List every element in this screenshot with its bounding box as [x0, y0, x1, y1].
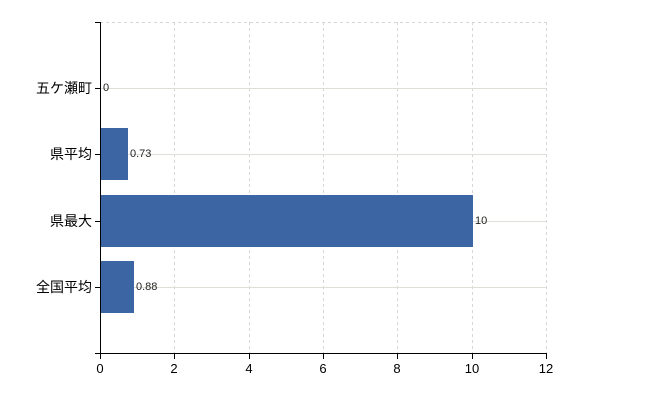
y-axis-top-tick [95, 22, 100, 23]
vertical-gridline [174, 22, 175, 353]
horizontal-gridline [101, 88, 546, 89]
y-tick [95, 287, 100, 288]
category-label: 五ケ瀬町 [36, 80, 92, 96]
vertical-gridline [472, 22, 473, 353]
vertical-gridline [397, 22, 398, 353]
horizontal-gridline [101, 287, 546, 288]
category-label: 県平均 [50, 146, 92, 162]
value-label: 10 [475, 215, 488, 227]
x-tick [472, 353, 473, 359]
category-label: 全国平均 [36, 279, 92, 295]
horizontal-gridline [101, 154, 546, 155]
x-axis [95, 353, 547, 354]
vertical-gridline [249, 22, 250, 353]
y-tick [95, 88, 100, 89]
x-tick [249, 353, 250, 359]
value-label: 0.73 [130, 148, 152, 160]
bar [101, 128, 128, 180]
vertical-gridline [323, 22, 324, 353]
y-axis [100, 22, 101, 358]
x-tick [323, 353, 324, 359]
x-tick-label: 6 [319, 361, 327, 376]
x-tick-label: 8 [393, 361, 401, 376]
x-tick-label: 4 [245, 361, 253, 376]
x-tick-label: 10 [464, 361, 480, 376]
x-tick [100, 353, 101, 359]
value-label: 0.88 [136, 281, 158, 293]
bar [101, 195, 473, 247]
x-tick [174, 353, 175, 359]
vertical-gridline [546, 22, 547, 353]
value-label: 0 [103, 82, 110, 94]
x-tick-label: 12 [538, 361, 554, 376]
y-tick [95, 154, 100, 155]
x-tick [397, 353, 398, 359]
bar [101, 261, 134, 313]
x-tick-label: 2 [170, 361, 178, 376]
y-tick [95, 221, 100, 222]
x-tick-label: 0 [96, 361, 104, 376]
category-label: 県最大 [50, 213, 92, 229]
x-tick [546, 353, 547, 359]
